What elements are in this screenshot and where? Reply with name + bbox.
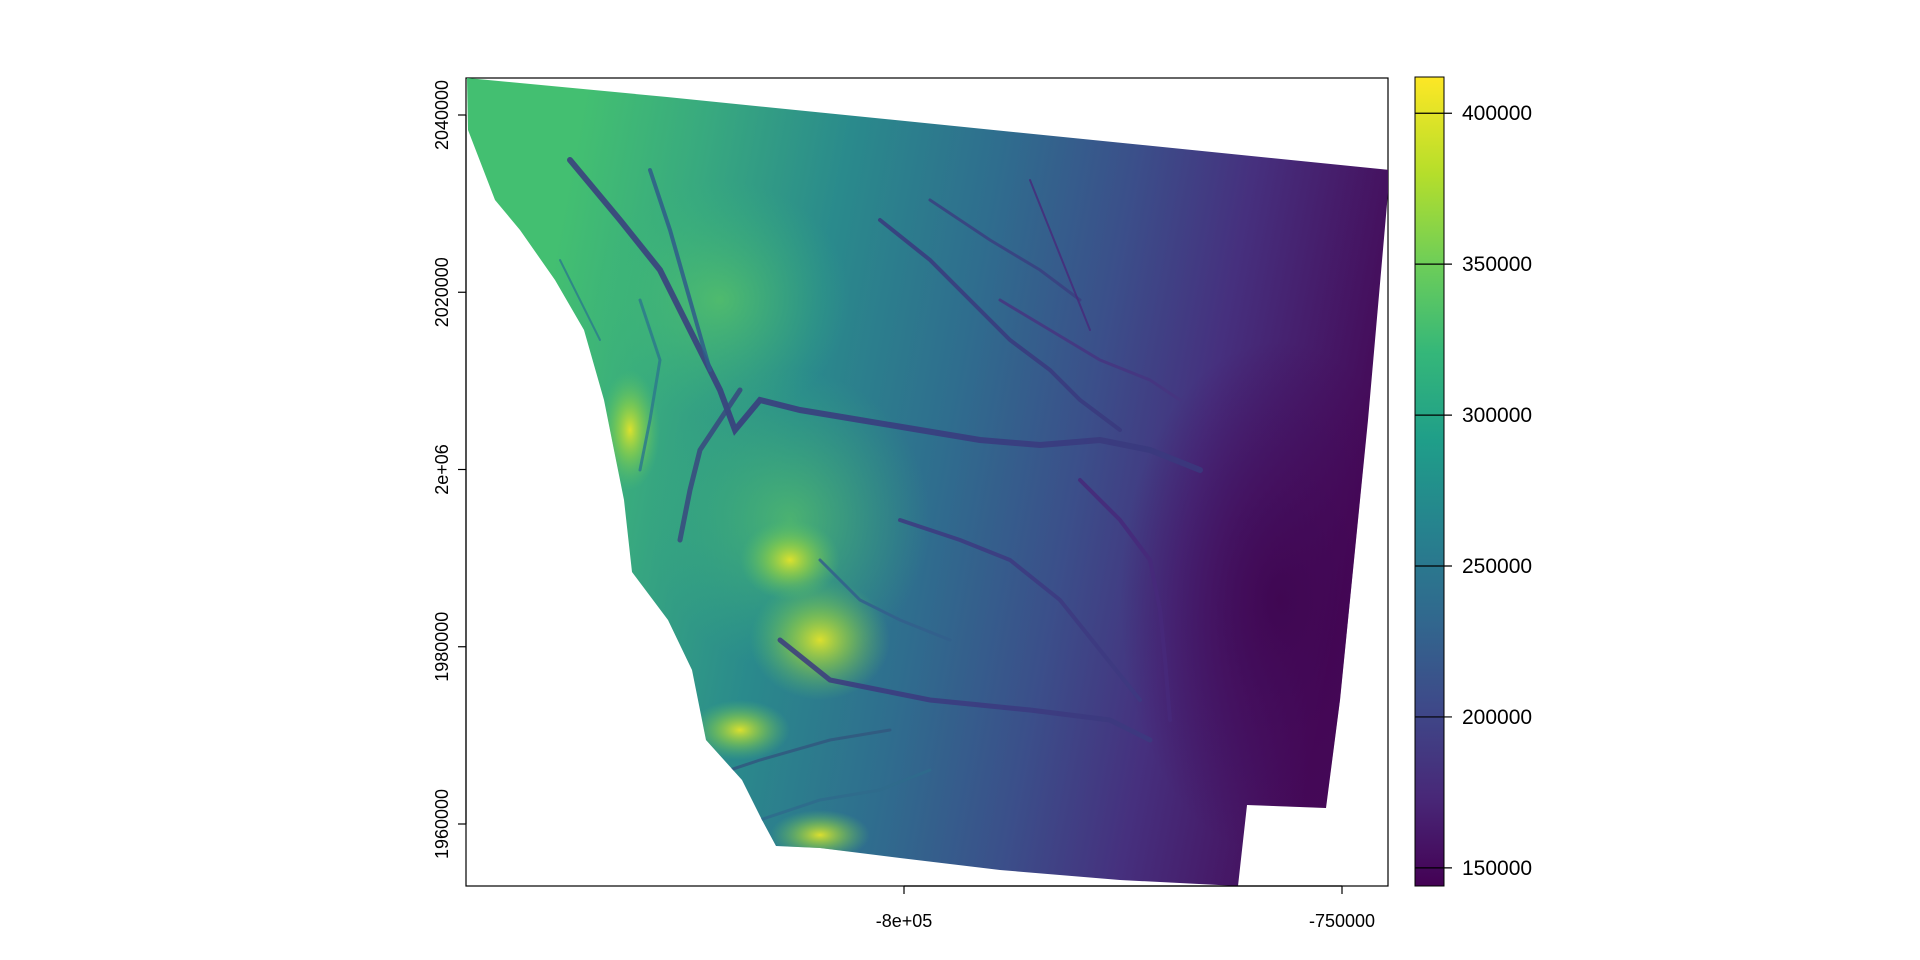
colorbar-gradient (1414, 76, 1445, 887)
colorbar-tick-label: 400000 (1462, 102, 1532, 125)
river-valley (878, 218, 1122, 432)
x-tick-label: -8e+05 (876, 911, 933, 931)
river-valley (818, 558, 952, 642)
river-valley (777, 637, 1153, 743)
river-valley (1078, 478, 1172, 722)
x-axis: -8e+05 -750000 (876, 885, 1375, 931)
y-tick-label: 2e+06 (432, 444, 452, 495)
elevation-raster (467, 78, 1390, 886)
x-tick-label: -750000 (1309, 911, 1375, 931)
river-valley (898, 518, 1142, 702)
colorbar-tick-label: 150000 (1462, 857, 1532, 880)
colorbar-legend: 150000 200000 250000 300000 350000 400000 (1414, 76, 1532, 887)
river-valley (1029, 179, 1091, 331)
river-valley (928, 198, 1082, 302)
y-tick-label: 2020000 (432, 257, 452, 327)
colorbar-tick-label: 350000 (1462, 253, 1532, 276)
river-valley (998, 298, 1182, 402)
river-valley (648, 168, 712, 372)
y-tick-label: 1980000 (432, 612, 452, 682)
colorbar-tick-label: 250000 (1462, 555, 1532, 578)
river-valley (758, 768, 932, 822)
y-tick-label: 2040000 (432, 80, 452, 150)
y-tick-label: 1960000 (432, 789, 452, 859)
y-axis: 1960000 1980000 2e+06 2020000 2040000 (432, 80, 467, 859)
river-valley (677, 387, 743, 543)
river-valley (638, 298, 662, 472)
colorbar-tick-label: 200000 (1462, 706, 1532, 729)
river-valley (559, 259, 601, 341)
river-valley (567, 157, 1203, 473)
colorbar-tick-label: 300000 (1462, 404, 1532, 427)
